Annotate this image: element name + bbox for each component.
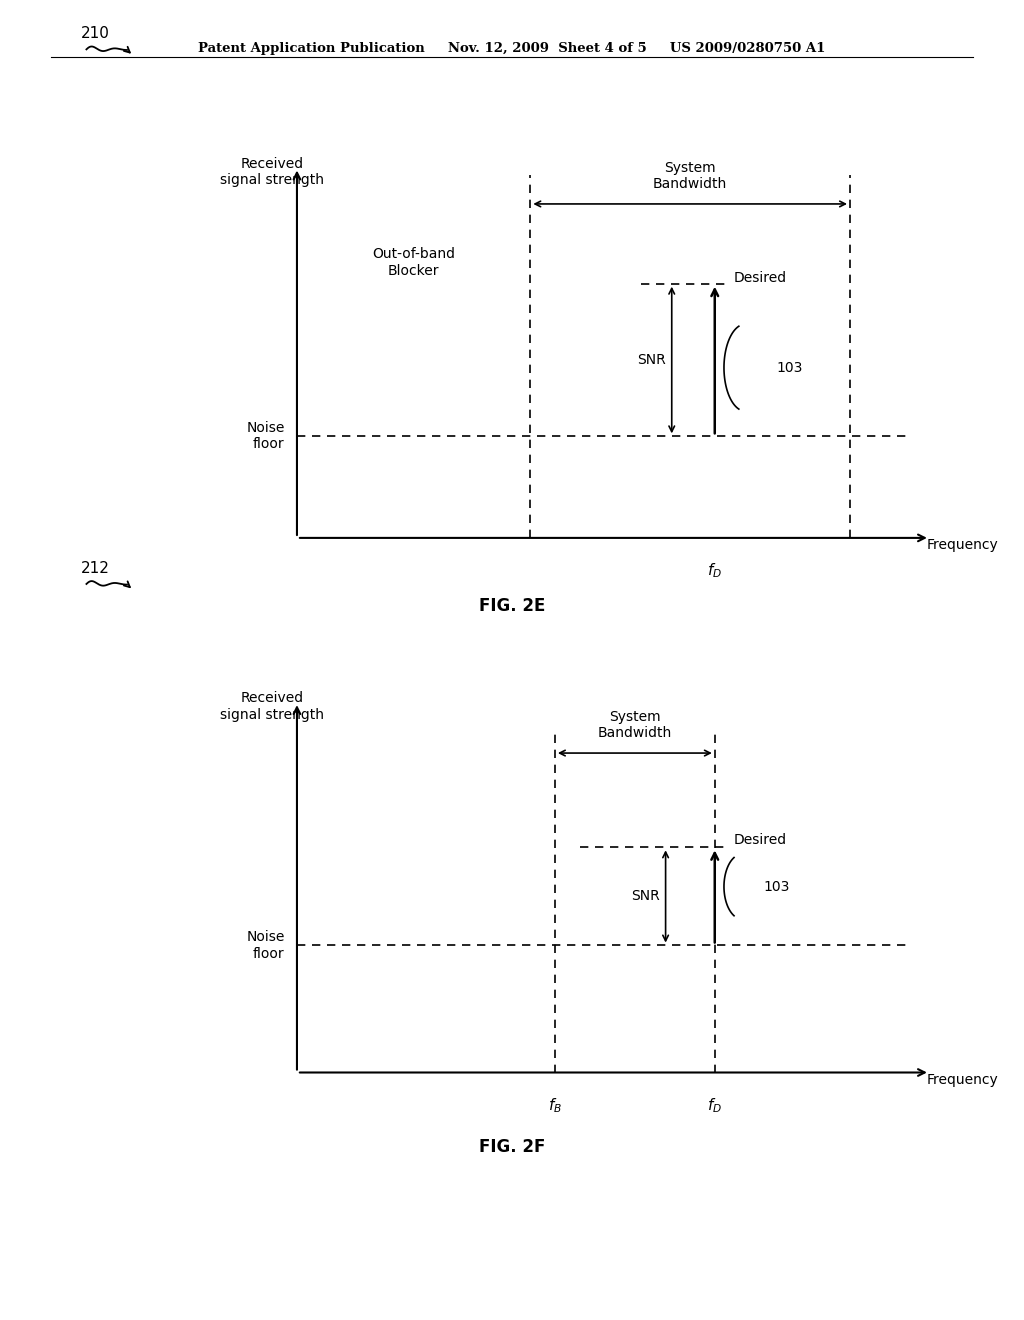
Text: Frequency: Frequency [927, 539, 998, 552]
Text: FIG. 2F: FIG. 2F [479, 1138, 545, 1156]
Text: Received
signal strength: Received signal strength [220, 157, 325, 187]
Text: 210: 210 [81, 26, 110, 41]
Text: $f_D$: $f_D$ [708, 1096, 722, 1115]
Text: Desired: Desired [733, 833, 786, 847]
Text: $f_B$: $f_B$ [548, 1096, 562, 1115]
Text: 103: 103 [776, 360, 803, 375]
Text: Noise
floor: Noise floor [247, 421, 285, 451]
Text: System
Bandwidth: System Bandwidth [653, 161, 727, 191]
Text: Out-of-band
Blocker: Out-of-band Blocker [372, 248, 456, 277]
Text: SNR: SNR [637, 352, 666, 367]
Text: Desired: Desired [733, 272, 786, 285]
Text: SNR: SNR [631, 890, 659, 903]
Text: Frequency: Frequency [927, 1073, 998, 1086]
Text: Noise
floor: Noise floor [247, 931, 285, 961]
Text: $f_D$: $f_D$ [708, 561, 722, 581]
Text: FIG. 2E: FIG. 2E [479, 597, 545, 615]
Text: Patent Application Publication     Nov. 12, 2009  Sheet 4 of 5     US 2009/02807: Patent Application Publication Nov. 12, … [199, 42, 825, 55]
Text: 212: 212 [81, 561, 110, 576]
Text: 103: 103 [764, 879, 791, 894]
Text: Received
signal strength: Received signal strength [220, 692, 325, 722]
Text: System
Bandwidth: System Bandwidth [598, 710, 672, 741]
